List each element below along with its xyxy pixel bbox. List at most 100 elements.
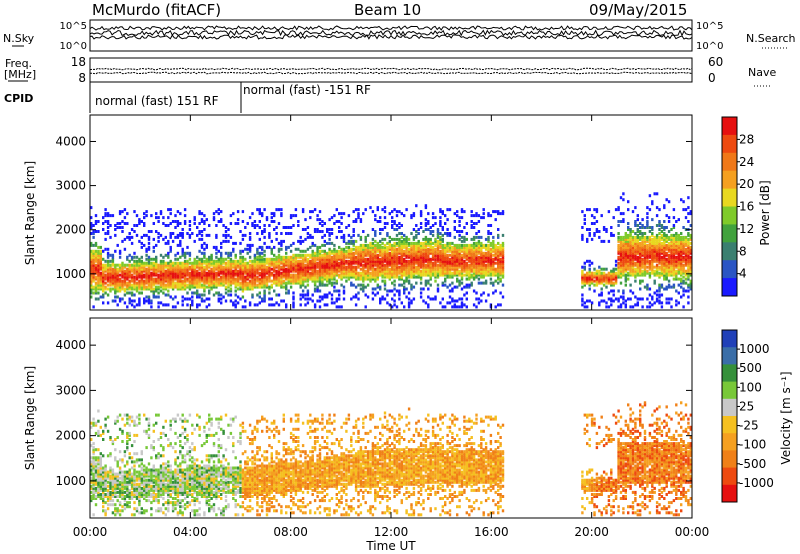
- power-data-cell: [634, 253, 637, 257]
- power-data-cell: [280, 275, 283, 279]
- power-data-cell: [176, 285, 180, 289]
- power-data-cell: [285, 261, 288, 265]
- power-data-cell: [663, 255, 666, 259]
- power-data-cell: [383, 287, 387, 291]
- power-data-cell: [670, 261, 673, 265]
- power-data-cell: [651, 245, 654, 249]
- power-data-cell: [383, 237, 387, 241]
- power-data-cell: [492, 273, 495, 277]
- power-data-cell: [162, 281, 165, 285]
- power-data-cell: [689, 283, 692, 287]
- power-data-cell: [364, 253, 367, 257]
- power-data-cell: [338, 253, 341, 257]
- power-data-cell: [169, 222, 172, 225]
- power-data-cell: [157, 291, 160, 295]
- power-data-cell: [687, 196, 690, 200]
- power-data-cell: [123, 273, 127, 277]
- power-data-cell: [277, 259, 281, 263]
- power-data-cell: [193, 265, 196, 269]
- power-data-cell: [680, 247, 683, 251]
- power-data-cell: [643, 253, 647, 257]
- power-data-cell: [636, 235, 639, 239]
- power-data-cell: [321, 235, 324, 239]
- power-data-cell: [619, 265, 623, 269]
- power-data-cell: [123, 281, 127, 285]
- power-data-cell: [97, 273, 100, 277]
- power-data-cell: [400, 301, 403, 305]
- power-data-cell: [152, 293, 155, 297]
- power-data-cell: [174, 220, 177, 223]
- power-data-cell: [92, 243, 95, 247]
- power-data-cell: [313, 263, 317, 267]
- power-data-cell: [275, 277, 278, 281]
- power-data-cell: [670, 237, 673, 241]
- power-data-cell: [419, 249, 423, 253]
- power-data-cell: [111, 281, 115, 285]
- power-data-cell: [658, 253, 661, 257]
- power-data-cell: [468, 275, 471, 279]
- power-data-cell: [145, 257, 148, 261]
- power-data-cell: [143, 222, 146, 225]
- power-data-cell: [277, 293, 281, 297]
- power-data-cell: [362, 247, 365, 251]
- power-data-cell: [648, 305, 652, 309]
- power-data-cell: [111, 279, 115, 283]
- power-data-cell: [200, 297, 204, 301]
- power-data-cell: [484, 269, 488, 273]
- power-data-cell: [614, 281, 618, 285]
- power-data-cell: [128, 265, 131, 269]
- power-data-cell: [487, 239, 490, 243]
- velocity-data-cell: [92, 484, 95, 488]
- power-data-cell: [436, 230, 440, 233]
- power-data-cell: [330, 249, 334, 253]
- power-data-cell: [270, 247, 273, 251]
- power-data-cell: [619, 259, 623, 263]
- power-data-cell: [116, 275, 119, 279]
- power-data-cell: [229, 251, 233, 255]
- power-data-cell: [374, 257, 377, 261]
- velocity-data-cell: [92, 466, 95, 470]
- power-data-cell: [330, 281, 334, 285]
- power-data-cell: [383, 273, 387, 277]
- power-data-cell: [342, 239, 346, 243]
- power-data-cell: [316, 277, 319, 281]
- power-data-cell: [429, 261, 432, 265]
- noise-right-tick-bottom: 10^0: [696, 41, 723, 52]
- power-data-cell: [655, 269, 659, 273]
- power-data-cell: [159, 275, 163, 279]
- power-data-cell: [309, 273, 312, 277]
- power-data-cell: [651, 261, 654, 265]
- power-data-cell: [277, 265, 281, 269]
- power-data-cell: [299, 241, 302, 245]
- power-data-cell: [345, 273, 348, 277]
- power-data-cell: [468, 251, 471, 255]
- power-data-cell: [171, 283, 175, 287]
- power-data-cell: [287, 279, 290, 283]
- power-data-cell: [210, 279, 213, 283]
- power-data-cell: [434, 261, 437, 265]
- power-data-cell: [102, 257, 105, 261]
- power-data-cell: [109, 267, 112, 271]
- power-data-cell: [407, 303, 411, 307]
- power-data-cell: [152, 261, 155, 265]
- power-data-cell: [299, 273, 302, 277]
- power-data-cell: [487, 232, 490, 235]
- power-data-cell: [301, 295, 305, 299]
- power-data-cell: [629, 263, 632, 267]
- power-data-cell: [639, 271, 642, 275]
- power-data-cell: [135, 267, 139, 271]
- power-data-cell: [258, 257, 261, 261]
- power-data-cell: [311, 269, 314, 273]
- power-data-cell: [424, 267, 428, 271]
- power-data-cell: [436, 249, 440, 253]
- power-data-cell: [258, 281, 261, 285]
- power-data-cell: [631, 255, 635, 259]
- power-data-cell: [682, 269, 685, 273]
- velocity-data-cell: [90, 490, 93, 494]
- power-data-cell: [362, 273, 365, 277]
- power-data-cell: [444, 247, 447, 251]
- power-data-cell: [316, 247, 319, 251]
- power-data-cell: [658, 228, 661, 231]
- power-data-cell: [94, 251, 98, 255]
- power-data-cell: [407, 271, 411, 275]
